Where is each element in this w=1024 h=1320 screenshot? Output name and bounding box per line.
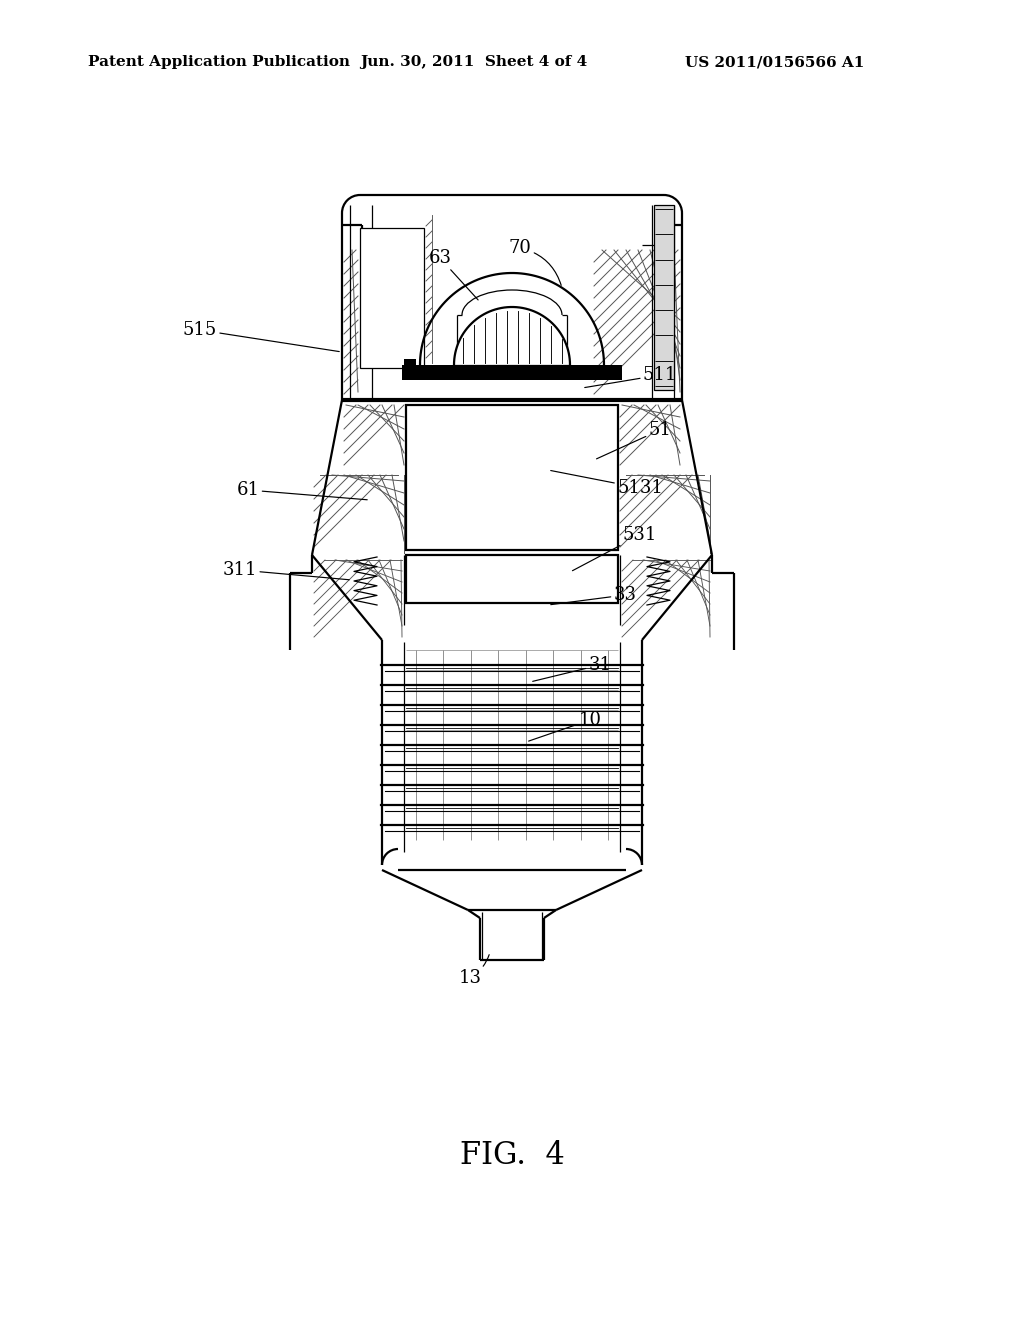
Bar [654, 205, 674, 389]
Text: 63: 63 [428, 249, 478, 300]
Text: 515: 515 [183, 321, 339, 351]
Text: 10: 10 [528, 711, 601, 741]
Text: 13: 13 [459, 954, 489, 987]
Text: FIG.  4: FIG. 4 [460, 1139, 564, 1171]
Bar [360, 228, 424, 368]
Bar [404, 359, 416, 367]
Text: Patent Application Publication: Patent Application Publication [88, 55, 350, 69]
Text: 51: 51 [597, 421, 672, 459]
Text: 31: 31 [532, 656, 611, 681]
Text: US 2011/0156566 A1: US 2011/0156566 A1 [685, 55, 864, 69]
Text: Jun. 30, 2011  Sheet 4 of 4: Jun. 30, 2011 Sheet 4 of 4 [360, 55, 587, 69]
Text: 70: 70 [509, 239, 561, 285]
Text: 5131: 5131 [551, 470, 663, 498]
Text: 531: 531 [572, 525, 657, 570]
Bar [406, 405, 618, 550]
Text: 33: 33 [551, 586, 637, 605]
Polygon shape [454, 308, 570, 366]
Text: 511: 511 [585, 366, 677, 388]
Text: 311: 311 [223, 561, 349, 579]
Bar [406, 554, 618, 603]
Bar [402, 366, 622, 380]
Text: 61: 61 [237, 480, 368, 500]
